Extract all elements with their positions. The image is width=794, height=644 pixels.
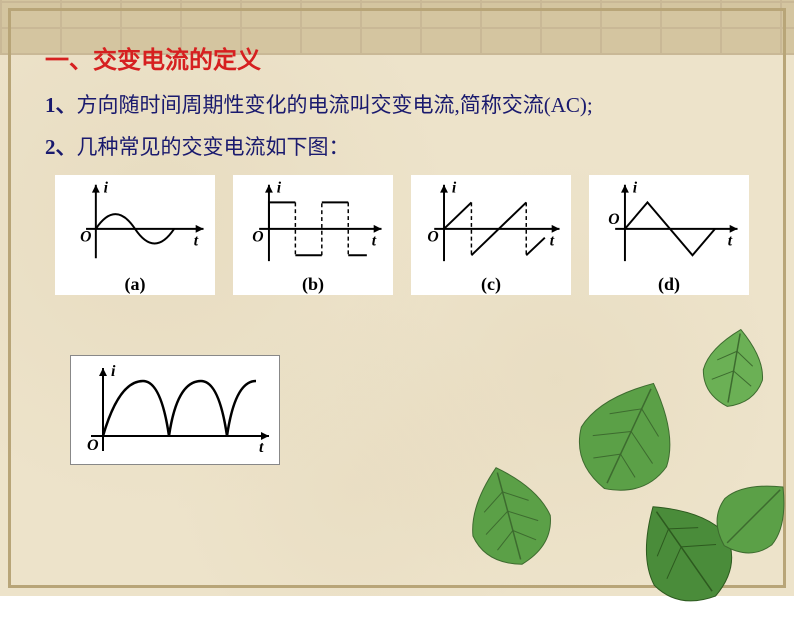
axis-label-t: t bbox=[550, 232, 555, 249]
chart-label-a: (a) bbox=[125, 274, 146, 295]
axis-label-i: i bbox=[111, 363, 116, 380]
chart-triangle-wave: i O t (d) bbox=[589, 175, 749, 295]
axis-label-i: i bbox=[277, 180, 282, 197]
item-text: 方向随时间周期性变化的电流叫交变电流,简称交流(AC); bbox=[77, 93, 593, 117]
chart-sawtooth-wave: i O t (c) bbox=[411, 175, 571, 295]
waveform-charts-row: i O t (a) i O t (b) bbox=[55, 175, 749, 295]
axis-label-o: O bbox=[87, 437, 99, 454]
axis-label-t: t bbox=[194, 232, 199, 249]
decorative-leaf bbox=[677, 313, 792, 424]
chart-label-c: (c) bbox=[481, 274, 501, 295]
section-title: 一、交变电流的定义 bbox=[45, 40, 749, 75]
axis-label-o: O bbox=[80, 229, 91, 246]
chart-rectified-sine: i O t bbox=[70, 355, 280, 465]
axis-label-o: O bbox=[608, 211, 619, 228]
definition-item-1: 1、方向随时间周期性变化的电流叫交变电流,简称交流(AC); bbox=[45, 87, 749, 125]
axis-label-i: i bbox=[452, 180, 457, 197]
axis-label-i: i bbox=[104, 180, 109, 197]
chart-square-wave: i O t (b) bbox=[233, 175, 393, 295]
axis-label-i: i bbox=[633, 180, 638, 197]
axis-label-t: t bbox=[372, 232, 377, 249]
axis-label-t: t bbox=[259, 439, 264, 456]
content-area: 一、交变电流的定义 1、方向随时间周期性变化的电流叫交变电流,简称交流(AC);… bbox=[45, 40, 749, 171]
axis-label-t: t bbox=[728, 232, 733, 249]
axis-label-o: O bbox=[427, 229, 438, 246]
item-number: 1、 bbox=[45, 93, 77, 117]
definition-item-2: 2、几种常见的交变电流如下图： bbox=[45, 129, 749, 167]
item-text: 几种常见的交变电流如下图： bbox=[77, 135, 350, 159]
axis-label-o: O bbox=[252, 229, 263, 246]
chart-label-d: (d) bbox=[658, 274, 680, 295]
chart-sine-wave: i O t (a) bbox=[55, 175, 215, 295]
chart-label-b: (b) bbox=[302, 274, 324, 295]
item-number: 2、 bbox=[45, 135, 77, 159]
